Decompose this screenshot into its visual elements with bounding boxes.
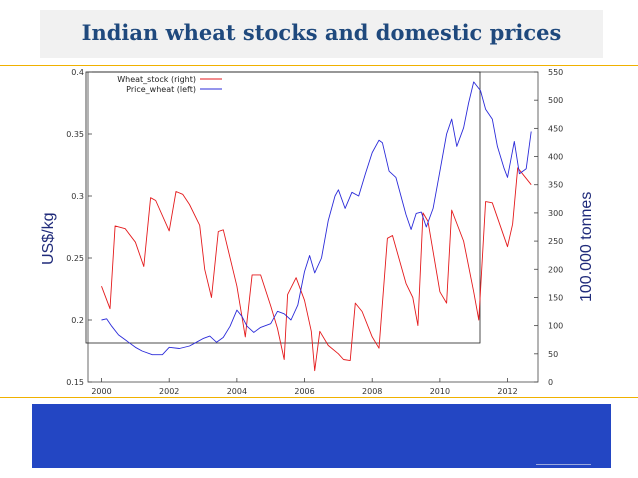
y-right-tick-label: 350 [548, 181, 563, 190]
y-right-tick-label: 500 [548, 96, 563, 105]
x-tick-label: 2008 [362, 387, 382, 396]
y-left-tick-label: 0.2 [71, 316, 84, 325]
page-title: Indian wheat stocks and domestic prices [81, 20, 562, 45]
y-left-tick-label: 0.4 [71, 68, 84, 77]
legend: Wheat_stock (right)Price_wheat (left) [117, 75, 222, 94]
x-tick-label: 2004 [227, 387, 247, 396]
price-wheat-line [101, 81, 532, 356]
series-lines [101, 81, 532, 372]
y-right-tick-label: 250 [548, 237, 563, 246]
y-left-tick-label: 0.15 [66, 378, 84, 387]
y-right-tick-label: 0 [548, 378, 553, 387]
y-right-tick-label: 150 [548, 293, 563, 302]
x-tick-label: 2010 [430, 387, 450, 396]
bottom-divider [0, 397, 638, 398]
x-tick-label: 2002 [159, 387, 179, 396]
y-right-tick-label: 50 [548, 350, 558, 359]
y-right-tick-label: 400 [548, 153, 563, 162]
legend-label: Wheat_stock (right) [117, 75, 196, 84]
x-tick-label: 2000 [91, 387, 111, 396]
tick-labels: 2000 2002 2004 2006 2008 2010 20120.150.20.250… [66, 68, 563, 396]
x-tick-label: 2012 [497, 387, 517, 396]
y-axis-left-label: US$/kg [40, 212, 57, 265]
title-band [40, 10, 603, 58]
chart-axes [85, 71, 539, 383]
y-right-tick-label: 100 [548, 322, 563, 331]
legend-label: Price_wheat (left) [126, 85, 196, 94]
footer-bar [32, 398, 611, 468]
footer-notch [538, 398, 562, 404]
top-divider [0, 65, 638, 66]
wheat-stock-line [101, 167, 532, 372]
highlight-box [85, 71, 481, 344]
y-right-tick-label: 300 [548, 209, 563, 218]
x-tick-label: 2006 [294, 387, 314, 396]
y-left-tick-label: 0.3 [71, 192, 84, 201]
y-right-tick-label: 450 [548, 124, 563, 133]
y-left-tick-label: 0.35 [66, 130, 84, 139]
plot-frame [87, 71, 539, 383]
y-right-tick-label: 550 [548, 68, 563, 77]
footer-rule [536, 464, 591, 465]
y-axis-right-label: 100.000 tonnes [578, 191, 595, 302]
y-right-tick-label: 200 [548, 265, 563, 274]
y-left-tick-label: 0.25 [66, 254, 84, 263]
